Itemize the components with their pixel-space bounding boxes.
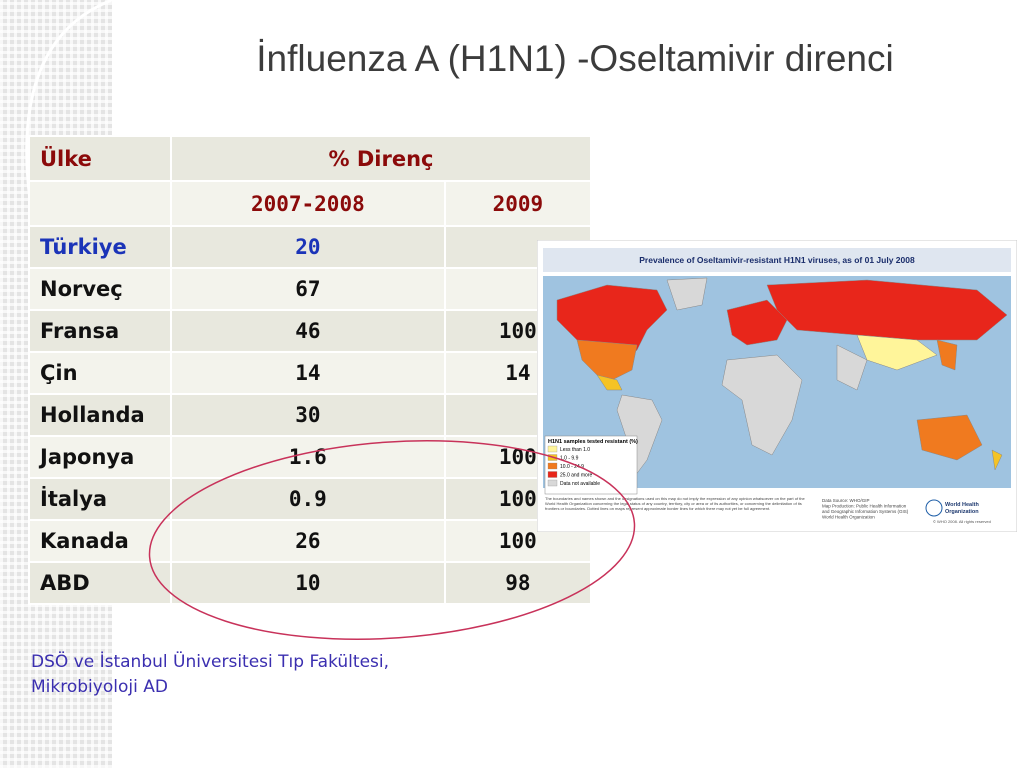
table-row: İtalya 0.9 100 — [28, 477, 593, 521]
country-cell: Kanada — [28, 519, 172, 563]
map-title-band — [543, 248, 1011, 272]
table-row: Norveç 67 — [28, 267, 593, 311]
legend-swatch — [547, 471, 558, 478]
value-cell: 26 — [170, 519, 446, 563]
country-cell: Fransa — [28, 309, 172, 353]
header-cell: Ülke — [28, 135, 172, 182]
value-cell: 1.6 — [170, 435, 446, 479]
legend-label: Less than 1.0 — [560, 447, 590, 453]
value-cell: 98 — [443, 561, 593, 605]
header-cell: % Direnç — [170, 135, 592, 182]
legend-title: H1N1 samples tested resistant (%) — [548, 439, 638, 445]
legend-label: 1.0 - 9.9 — [560, 456, 579, 462]
decorative-arc — [25, 0, 113, 200]
caption-line: DSÖ ve İstanbul Üniversitesi Tıp Fakülte… — [31, 652, 390, 672]
subheader-row: 2007-2008 2009 — [28, 180, 593, 227]
table-body: Ülke % Direnç 2007-2008 2009 Türkiye 20 No… — [28, 135, 593, 605]
legend-label: Data not available — [560, 481, 600, 487]
value-cell: 0.9 — [170, 477, 446, 521]
slide-title: İnfluenza A (H1N1) -Oseltamivir direnci — [256, 38, 894, 79]
who-logo — [925, 499, 943, 517]
caption-line: Mikrobiyoloji AD — [31, 677, 168, 697]
subheader-cell: 2007-2008 — [170, 180, 446, 227]
value-cell: 14 — [170, 351, 446, 395]
legend-swatch — [547, 479, 558, 487]
disclaimer: The boundaries and names shown and the d… — [545, 496, 805, 511]
table-row: Çin 14 14 — [28, 351, 593, 395]
value-cell: 46 — [170, 309, 446, 353]
disclaimer-box: The boundaries and names shown and the d… — [545, 496, 805, 511]
caption: DSÖ ve İstanbul Üniversitesi Tıp Fakülte… — [31, 650, 389, 700]
empty-cell — [28, 180, 172, 227]
subheader-cell: 2009 — [443, 180, 593, 227]
country-cell: Çin — [28, 351, 172, 395]
table-row: Japonya 1.6 100 — [28, 435, 593, 479]
table-row: Kanada 26 100 — [28, 519, 593, 563]
legend-swatch — [547, 454, 558, 461]
country-cell: İtalya — [28, 477, 172, 521]
table-row: Fransa 46 100 — [28, 309, 593, 353]
country-cell: Norveç — [28, 267, 172, 311]
country-cell: ABD — [28, 561, 172, 605]
table-row: ABD 10 98 — [28, 561, 593, 605]
resistance-table: Ülke % Direnç 2007-2008 2009 Türkiye 20 No… — [28, 135, 593, 605]
source-line: and Geographic Information Systems (GIS) — [822, 509, 909, 514]
value-cell: 10 — [170, 561, 446, 605]
logo-text: World Health — [945, 502, 979, 508]
legend-swatch — [547, 462, 558, 470]
continents — [556, 277, 1008, 481]
source-line: World Health Organization — [822, 515, 875, 520]
logo-text: Organization — [945, 509, 979, 515]
who-map: Prevalence of Oseltamivir-resistant H1N1… — [537, 240, 1017, 532]
legend-label: 25.0 and more — [560, 473, 592, 479]
source-line: Data Source: WHO/GIP — [822, 498, 870, 503]
country-cell: Türkiye — [28, 225, 172, 269]
header-row: Ülke % Direnç — [28, 135, 592, 182]
table-row: Türkiye 20 — [28, 225, 593, 269]
map-title: Prevalence of Oseltamivir-resistant H1N1… — [639, 255, 915, 265]
legend-label: 10.0 - 24.9 — [560, 464, 584, 470]
value-cell: 30 — [170, 393, 446, 437]
legend-swatch — [547, 445, 558, 453]
value-cell: 67 — [170, 267, 446, 311]
table-row: Hollanda 30 — [28, 393, 593, 437]
country-cell: Hollanda — [28, 393, 172, 437]
value-cell: 20 — [170, 225, 446, 269]
copyright: © WHO 2008. All rights reserved — [933, 519, 991, 524]
source-line: Map Production: Public Health Informatio… — [822, 504, 907, 509]
country-cell: Japonya — [28, 435, 172, 479]
